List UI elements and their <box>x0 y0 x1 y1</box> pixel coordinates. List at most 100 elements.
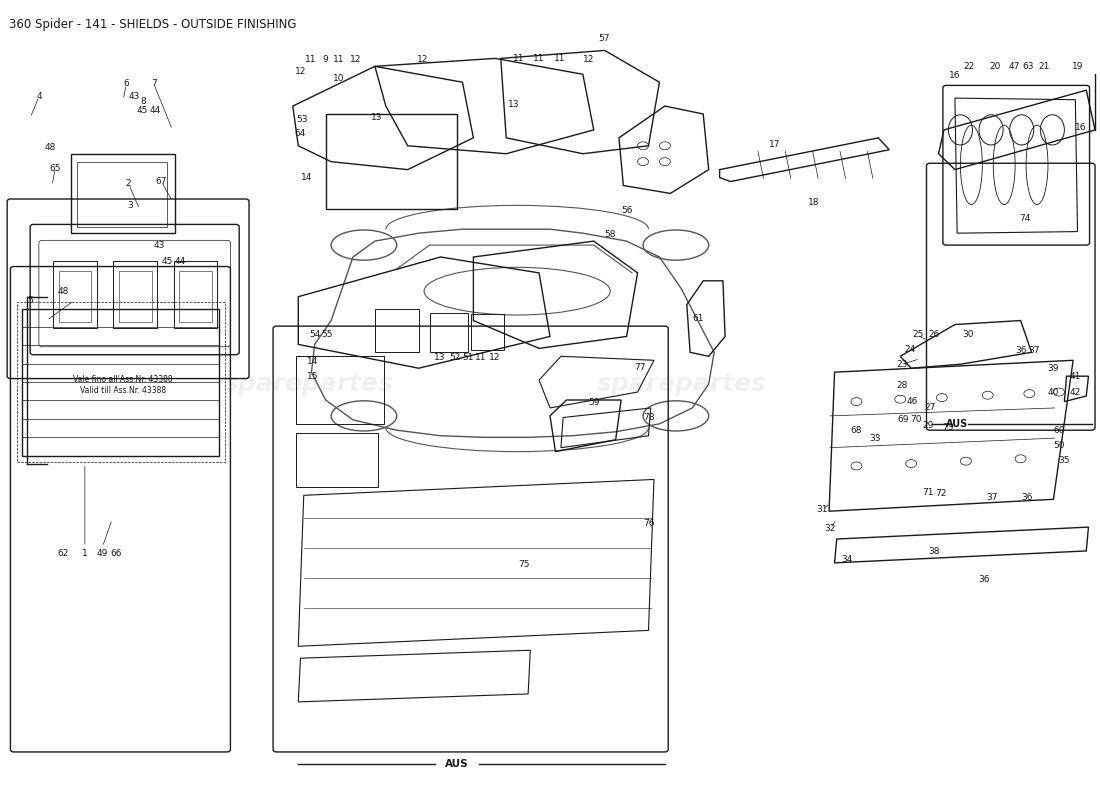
Text: 1: 1 <box>82 549 88 558</box>
Text: 11: 11 <box>475 354 487 362</box>
Text: 12: 12 <box>583 55 594 65</box>
Text: 8: 8 <box>140 97 145 106</box>
Text: 76: 76 <box>642 518 654 528</box>
Bar <box>430 313 468 352</box>
Text: 30: 30 <box>962 330 974 339</box>
Text: 2: 2 <box>125 179 132 189</box>
Text: AUS: AUS <box>946 419 968 429</box>
Text: 38: 38 <box>928 547 939 556</box>
Bar <box>375 309 419 352</box>
Bar <box>16 302 224 462</box>
Text: 63: 63 <box>1023 62 1034 71</box>
Text: 66: 66 <box>111 549 122 558</box>
Bar <box>113 261 157 329</box>
Text: 17: 17 <box>769 140 780 149</box>
Text: 32: 32 <box>825 524 836 533</box>
Text: 16: 16 <box>1075 123 1087 132</box>
Bar <box>174 261 218 329</box>
Text: 65: 65 <box>50 163 62 173</box>
Text: 29: 29 <box>922 421 933 430</box>
Bar <box>58 270 91 322</box>
Bar <box>296 434 378 487</box>
Text: 69: 69 <box>898 415 910 424</box>
Text: 55: 55 <box>321 330 332 339</box>
Text: 360 Spider - 141 - SHIELDS - OUTSIDE FINISHING: 360 Spider - 141 - SHIELDS - OUTSIDE FIN… <box>9 18 296 30</box>
Text: 28: 28 <box>896 381 909 390</box>
Text: 60: 60 <box>1053 426 1065 434</box>
Text: 48: 48 <box>57 286 68 296</box>
Text: 62: 62 <box>57 549 68 558</box>
Text: 36: 36 <box>979 575 990 584</box>
Text: 12: 12 <box>488 354 499 362</box>
Text: 23: 23 <box>896 360 909 369</box>
Bar <box>22 309 220 456</box>
Text: 11: 11 <box>333 55 344 65</box>
Text: 12: 12 <box>295 67 306 76</box>
Text: 73: 73 <box>943 423 954 432</box>
Text: 11: 11 <box>305 55 316 65</box>
Text: 13: 13 <box>433 354 446 362</box>
Bar <box>53 261 97 329</box>
Text: 6: 6 <box>123 79 130 88</box>
Text: 44: 44 <box>175 258 186 266</box>
Text: 37: 37 <box>1028 346 1040 355</box>
Text: 25: 25 <box>912 330 923 339</box>
Bar <box>179 270 212 322</box>
Text: 50: 50 <box>1053 441 1065 450</box>
Text: 43: 43 <box>154 241 165 250</box>
Text: 41: 41 <box>1069 372 1081 381</box>
Text: 11: 11 <box>513 54 524 63</box>
Text: Valid till Ass.Nr. 43388: Valid till Ass.Nr. 43388 <box>80 386 166 395</box>
Text: 11: 11 <box>534 54 544 63</box>
Bar <box>296 356 384 424</box>
Text: 13: 13 <box>372 114 383 122</box>
Text: 74: 74 <box>1020 214 1031 223</box>
Text: 33: 33 <box>869 434 881 443</box>
Text: 36: 36 <box>1015 346 1026 355</box>
Text: 18: 18 <box>808 198 820 207</box>
Text: 12: 12 <box>417 55 429 65</box>
Text: 26: 26 <box>928 330 939 339</box>
Text: 24: 24 <box>904 346 915 354</box>
Text: 12: 12 <box>350 55 361 65</box>
Text: 75: 75 <box>518 560 529 569</box>
Text: AUS: AUS <box>446 759 469 769</box>
Text: 59: 59 <box>588 398 600 407</box>
Text: 49: 49 <box>97 549 108 558</box>
Text: 71: 71 <box>922 488 933 497</box>
Text: 34: 34 <box>840 555 852 564</box>
Text: 14: 14 <box>301 173 312 182</box>
Text: 31: 31 <box>817 505 828 514</box>
Text: 39: 39 <box>1047 364 1059 373</box>
Text: 14: 14 <box>307 358 318 366</box>
Bar <box>471 314 504 350</box>
Text: 4: 4 <box>36 92 42 101</box>
Text: 35: 35 <box>1058 456 1070 465</box>
Text: 42: 42 <box>1069 387 1081 397</box>
Text: 5: 5 <box>28 296 33 305</box>
Text: 77: 77 <box>634 363 646 372</box>
Text: 46: 46 <box>906 397 917 406</box>
Text: 43: 43 <box>129 92 140 101</box>
Text: 58: 58 <box>604 230 616 239</box>
Text: 36: 36 <box>1022 494 1033 502</box>
Text: 72: 72 <box>935 490 946 498</box>
Text: 47: 47 <box>1009 62 1020 71</box>
Bar <box>119 270 152 322</box>
Text: 10: 10 <box>333 74 344 82</box>
Text: 20: 20 <box>990 62 1001 71</box>
Bar <box>70 154 175 233</box>
Text: 67: 67 <box>156 177 167 186</box>
Text: 56: 56 <box>620 206 632 215</box>
Text: Vale fino all'Ass.Nr. 43388: Vale fino all'Ass.Nr. 43388 <box>74 375 173 384</box>
Text: 64: 64 <box>295 129 306 138</box>
Text: 48: 48 <box>44 143 55 152</box>
Text: 51: 51 <box>462 354 474 362</box>
Text: 61: 61 <box>692 314 704 322</box>
Text: 13: 13 <box>508 100 519 109</box>
Text: 44: 44 <box>150 106 161 115</box>
Text: 45: 45 <box>136 106 147 115</box>
Text: 9: 9 <box>322 55 329 65</box>
Text: 21: 21 <box>1038 62 1049 71</box>
Text: 7: 7 <box>151 79 156 88</box>
